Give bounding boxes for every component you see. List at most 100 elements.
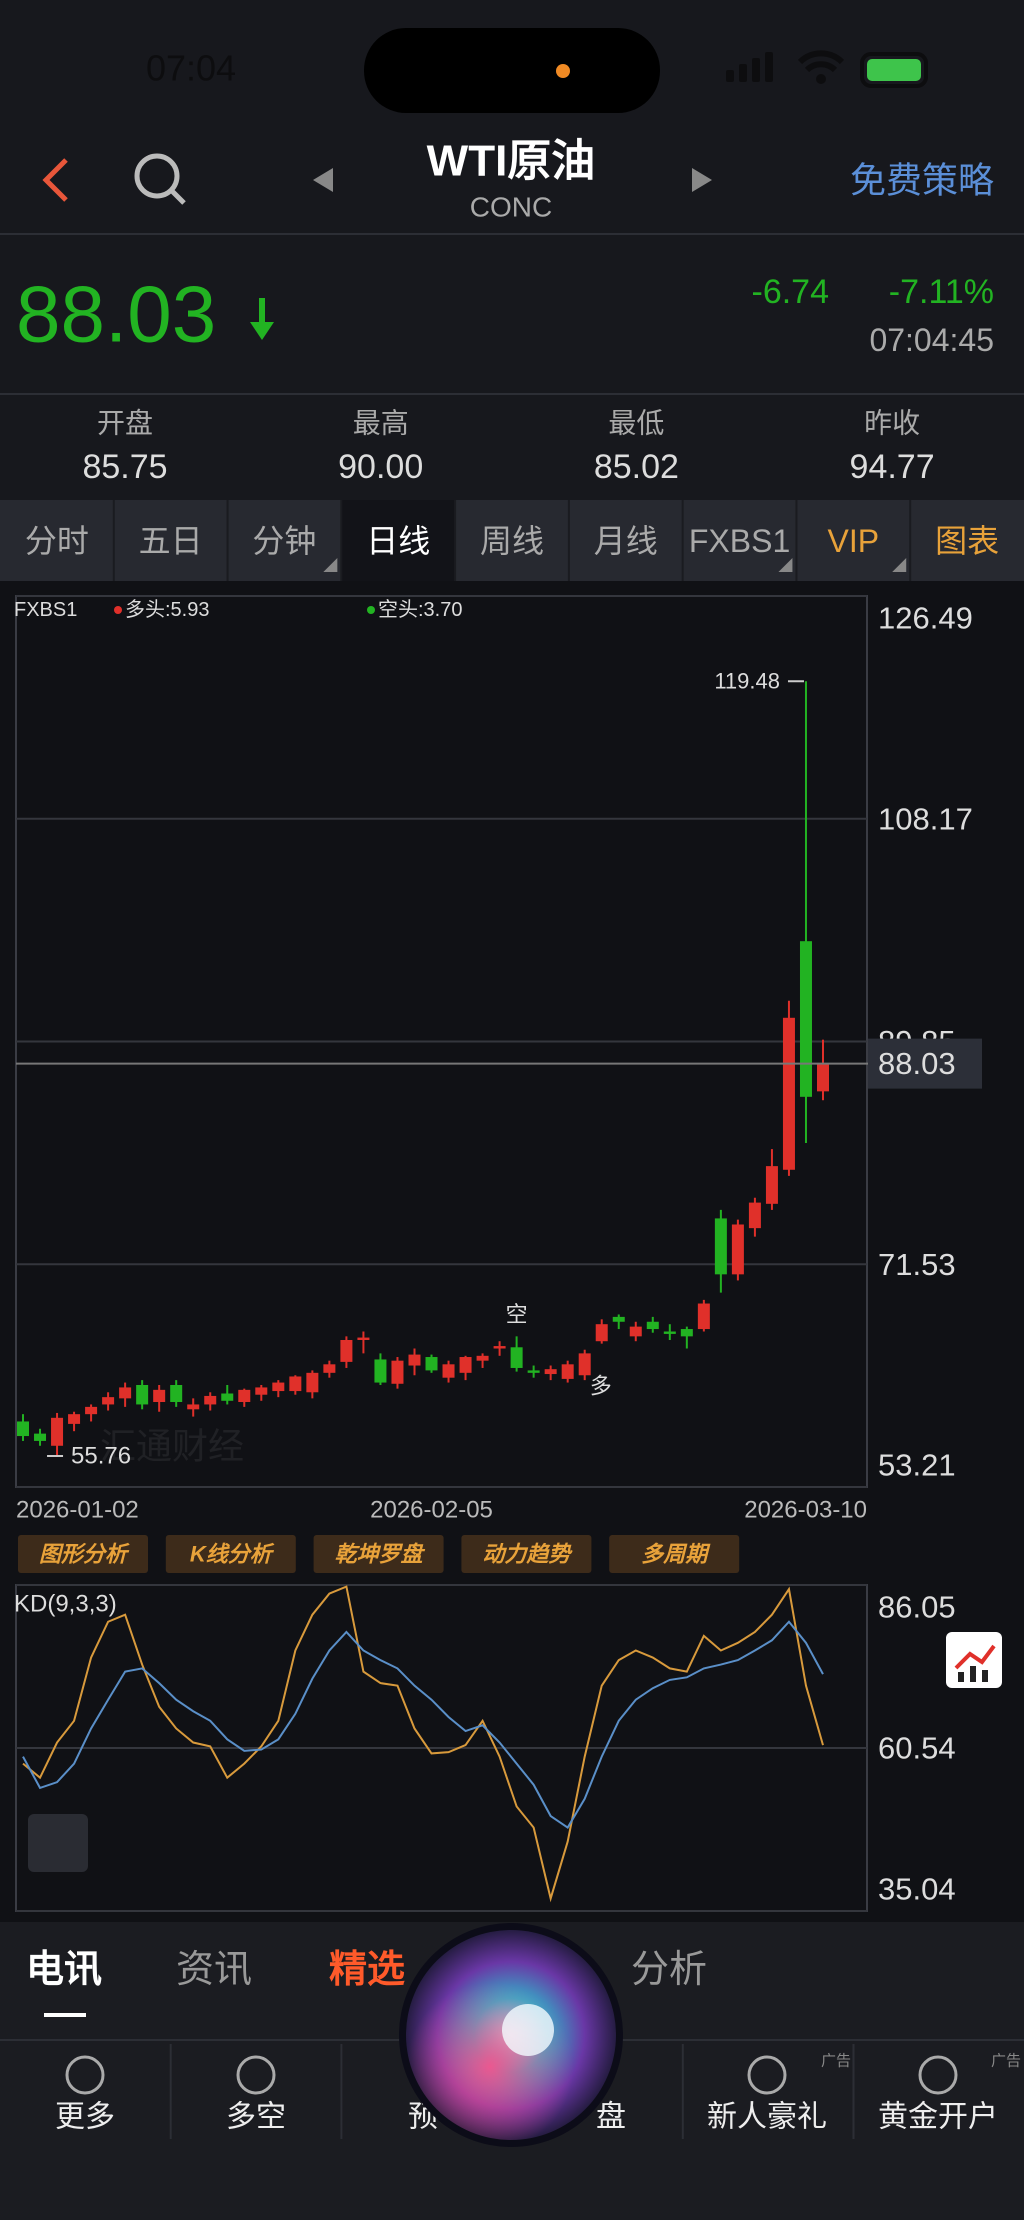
signal-annotation: 多: [590, 1374, 612, 1399]
candle-body: [476, 1355, 489, 1361]
toolbar-label[interactable]: 新人豪礼: [707, 2101, 827, 2134]
tab[interactable]: 五日: [139, 523, 203, 559]
indicator-name: FXBS1: [14, 599, 77, 621]
candle-body: [595, 1324, 608, 1342]
candle-body: [170, 1384, 183, 1403]
tab[interactable]: FXBS1: [689, 523, 790, 559]
news-tab[interactable]: 资讯: [176, 1949, 252, 1991]
stat-value: 85.75: [82, 448, 167, 486]
toolbar-label[interactable]: 黄金开户: [878, 2101, 998, 2134]
next-button[interactable]: [692, 168, 712, 192]
max-label: 119.48: [714, 669, 780, 694]
watermark: 汇通财经: [100, 1426, 244, 1467]
quote-time: 07:04:45: [869, 322, 994, 358]
y-tick-label: 53.21: [878, 1448, 956, 1483]
candle-body: [510, 1347, 523, 1368]
stat-value: 85.02: [594, 448, 679, 486]
candle-body: [527, 1370, 540, 1373]
candle-body: [442, 1364, 455, 1378]
news-tab[interactable]: 分析: [631, 1949, 707, 1991]
toolbar-label[interactable]: 多空: [226, 2101, 286, 2134]
candle-body: [765, 1166, 778, 1204]
candle-body: [272, 1382, 285, 1392]
prev-button[interactable]: [313, 168, 333, 192]
stat-label: 昨收: [864, 408, 920, 439]
candle-body: [221, 1393, 234, 1401]
candle-body: [612, 1316, 625, 1322]
kd-line: [22, 1585, 824, 1903]
stat-label: 最高: [353, 408, 409, 439]
candle-body: [323, 1364, 336, 1373]
stat-label: 最低: [608, 408, 664, 439]
candle-body: [646, 1321, 659, 1330]
fullscreen-button[interactable]: [28, 1814, 88, 1872]
signal-annotation: 空: [506, 1302, 528, 1327]
y-tick-label: 60.54: [878, 1731, 956, 1766]
analysis-button-label: 乾坤罗盘: [335, 1542, 426, 1567]
candle-body: [425, 1357, 438, 1371]
tab[interactable]: 月线: [594, 523, 658, 559]
battery: [860, 52, 928, 88]
clock: 07:04: [146, 48, 236, 89]
legend-dot: [114, 606, 122, 614]
candle-body: [714, 1218, 727, 1275]
indicator-title: KD(9,3,3): [14, 1591, 117, 1618]
analysis-button-label: 多周期: [641, 1542, 711, 1567]
candle-body: [136, 1384, 149, 1405]
analysis-button[interactable]: [609, 1535, 740, 1573]
analysis-button[interactable]: [165, 1535, 296, 1573]
candle-body: [187, 1404, 200, 1410]
tab[interactable]: 分时: [25, 523, 89, 559]
candle-body: [408, 1354, 421, 1366]
tab[interactable]: 日线: [366, 523, 430, 559]
candle-body: [391, 1360, 404, 1384]
y-tick-label: 86.05: [878, 1590, 956, 1625]
change-percent: -7.11%: [889, 273, 994, 311]
tab[interactable]: 分钟: [252, 523, 316, 559]
candle-body: [731, 1224, 744, 1275]
analysis-button[interactable]: [461, 1535, 592, 1573]
x-tick-label: 2026-03-10: [744, 1497, 867, 1524]
toolbar-label[interactable]: 盘: [596, 2101, 626, 2134]
tab[interactable]: 图表: [935, 523, 999, 559]
candle-body: [459, 1357, 472, 1373]
indicator-dot: [556, 64, 570, 78]
candle-body: [544, 1369, 557, 1375]
candle-body: [238, 1389, 251, 1403]
toolbar-icon: [65, 2055, 105, 2095]
back-button[interactable]: [42, 158, 68, 202]
y-tick-label: 35.04: [878, 1872, 956, 1907]
analysis-button[interactable]: [313, 1535, 444, 1573]
chart-toggle-icon[interactable]: [946, 1632, 1002, 1688]
ad-tag: 广告: [821, 2053, 851, 2070]
news-tab[interactable]: 精选: [329, 1949, 405, 1991]
toolbar-label[interactable]: 更多: [55, 2101, 115, 2134]
tab[interactable]: VIP: [828, 523, 880, 559]
candle-body: [102, 1397, 115, 1405]
ad-tag: 广告: [991, 2053, 1021, 2070]
y-tick-label: 108.17: [878, 801, 973, 836]
tab-bar: [0, 500, 1024, 581]
analysis-button[interactable]: [18, 1535, 148, 1573]
news-tab[interactable]: 电讯: [26, 1949, 102, 1991]
candle-body: [204, 1395, 217, 1405]
dynamic-content: 开盘 85.75 最高 90.00 最低 85.02 昨收 94.77 分时 五日 分钟 日线 周线 月线…: [14, 408, 1021, 2139]
toolbar-icon: [918, 2055, 958, 2095]
wifi: [797, 50, 845, 73]
min-label: 55.76: [71, 1442, 131, 1469]
tab[interactable]: 周线: [480, 523, 544, 559]
candle-body: [680, 1329, 693, 1337]
toolbar-icon: [747, 2055, 787, 2095]
legend-dot: [367, 606, 375, 614]
candle-body: [817, 1063, 829, 1092]
search-button[interactable]: [134, 153, 186, 205]
candle-body: [68, 1414, 81, 1424]
price: 88.03: [16, 270, 216, 359]
candle-body: [629, 1326, 642, 1337]
dropdown-corner: [892, 558, 907, 572]
title: WTI原油: [427, 137, 596, 186]
stat-value: 94.77: [850, 448, 935, 486]
tab-active: [341, 500, 456, 581]
promo-link[interactable]: 免费策略: [850, 160, 994, 201]
